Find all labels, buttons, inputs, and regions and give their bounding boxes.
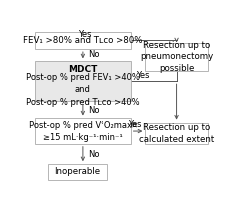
Text: Post-op % pred VʿO₂max¤
≥15 mL·kg⁻¹·min⁻¹: Post-op % pred VʿO₂max¤ ≥15 mL·kg⁻¹·min⁻… [29, 121, 137, 142]
Text: Post-op % pred FEV₁ >40%
and
Post-op % pred Tʟco >40%: Post-op % pred FEV₁ >40% and Post-op % p… [26, 73, 140, 107]
Text: Inoperable: Inoperable [54, 167, 100, 176]
Text: MDCT: MDCT [68, 66, 98, 74]
Text: Yes: Yes [78, 30, 91, 39]
Text: No: No [88, 106, 100, 115]
Text: Yes: Yes [128, 120, 141, 129]
FancyBboxPatch shape [35, 61, 131, 101]
FancyBboxPatch shape [145, 123, 208, 144]
Text: No: No [88, 150, 100, 159]
Text: Resection up to
pneumonectomy
possible: Resection up to pneumonectomy possible [140, 40, 213, 73]
Text: Yes: Yes [136, 71, 150, 80]
Text: No: No [88, 50, 100, 59]
Text: FEV₁ >80% and Tʟco >80%: FEV₁ >80% and Tʟco >80% [23, 36, 143, 45]
Text: Resection up to
calculated extent: Resection up to calculated extent [139, 123, 214, 144]
FancyBboxPatch shape [48, 164, 107, 180]
FancyBboxPatch shape [35, 32, 131, 49]
FancyBboxPatch shape [35, 119, 131, 144]
FancyBboxPatch shape [145, 43, 208, 71]
